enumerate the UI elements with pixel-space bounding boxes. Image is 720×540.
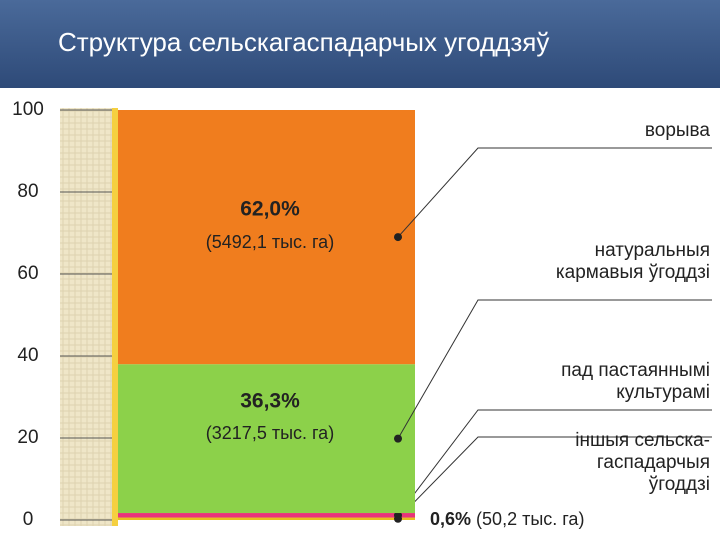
legend-label: пад пастаяннымі культурамі	[561, 360, 710, 403]
chart-title: Структура сельскагаспадарчых угоддзяў	[58, 27, 549, 57]
legend-label: іншыя сельска- гаспадарчыя ўгоддзі	[575, 430, 710, 495]
callout-line	[397, 436, 712, 520]
legend-label: натуральныя кармавыя ўгоддзі	[555, 240, 710, 283]
area-label: (50,2 тыс. га)	[476, 509, 584, 529]
bar-segment	[118, 110, 415, 365]
callout-dot	[394, 233, 402, 242]
y-tick-label: 20	[17, 427, 38, 448]
y-tick-label: 0	[23, 509, 34, 530]
axis-strip	[60, 108, 112, 526]
callout-line	[397, 299, 712, 439]
callout-line	[397, 147, 712, 238]
callout-dot	[394, 434, 402, 443]
y-tick-label: 40	[17, 345, 38, 366]
area-label: (3217,5 тыс. га)	[206, 423, 334, 443]
callout-dot	[394, 511, 402, 520]
axis-edge	[112, 108, 118, 526]
area-label: (5492,1 тыс. га)	[206, 232, 334, 252]
bar-segment	[118, 364, 415, 514]
data-label: 0,6% (50,2 тыс. га)	[430, 509, 584, 529]
value-label: 62,0%	[240, 198, 300, 221]
value-label: 0,6%	[430, 509, 471, 529]
y-tick-label: 100	[12, 99, 44, 120]
bar-segment	[118, 513, 415, 518]
legend-label: ворыва	[644, 120, 710, 141]
y-tick-label: 60	[17, 263, 38, 284]
value-label: 36,3%	[240, 390, 300, 413]
y-tick-label: 80	[17, 181, 38, 202]
callout-line	[397, 409, 712, 516]
bar-segment	[118, 517, 415, 520]
header	[0, 0, 720, 88]
